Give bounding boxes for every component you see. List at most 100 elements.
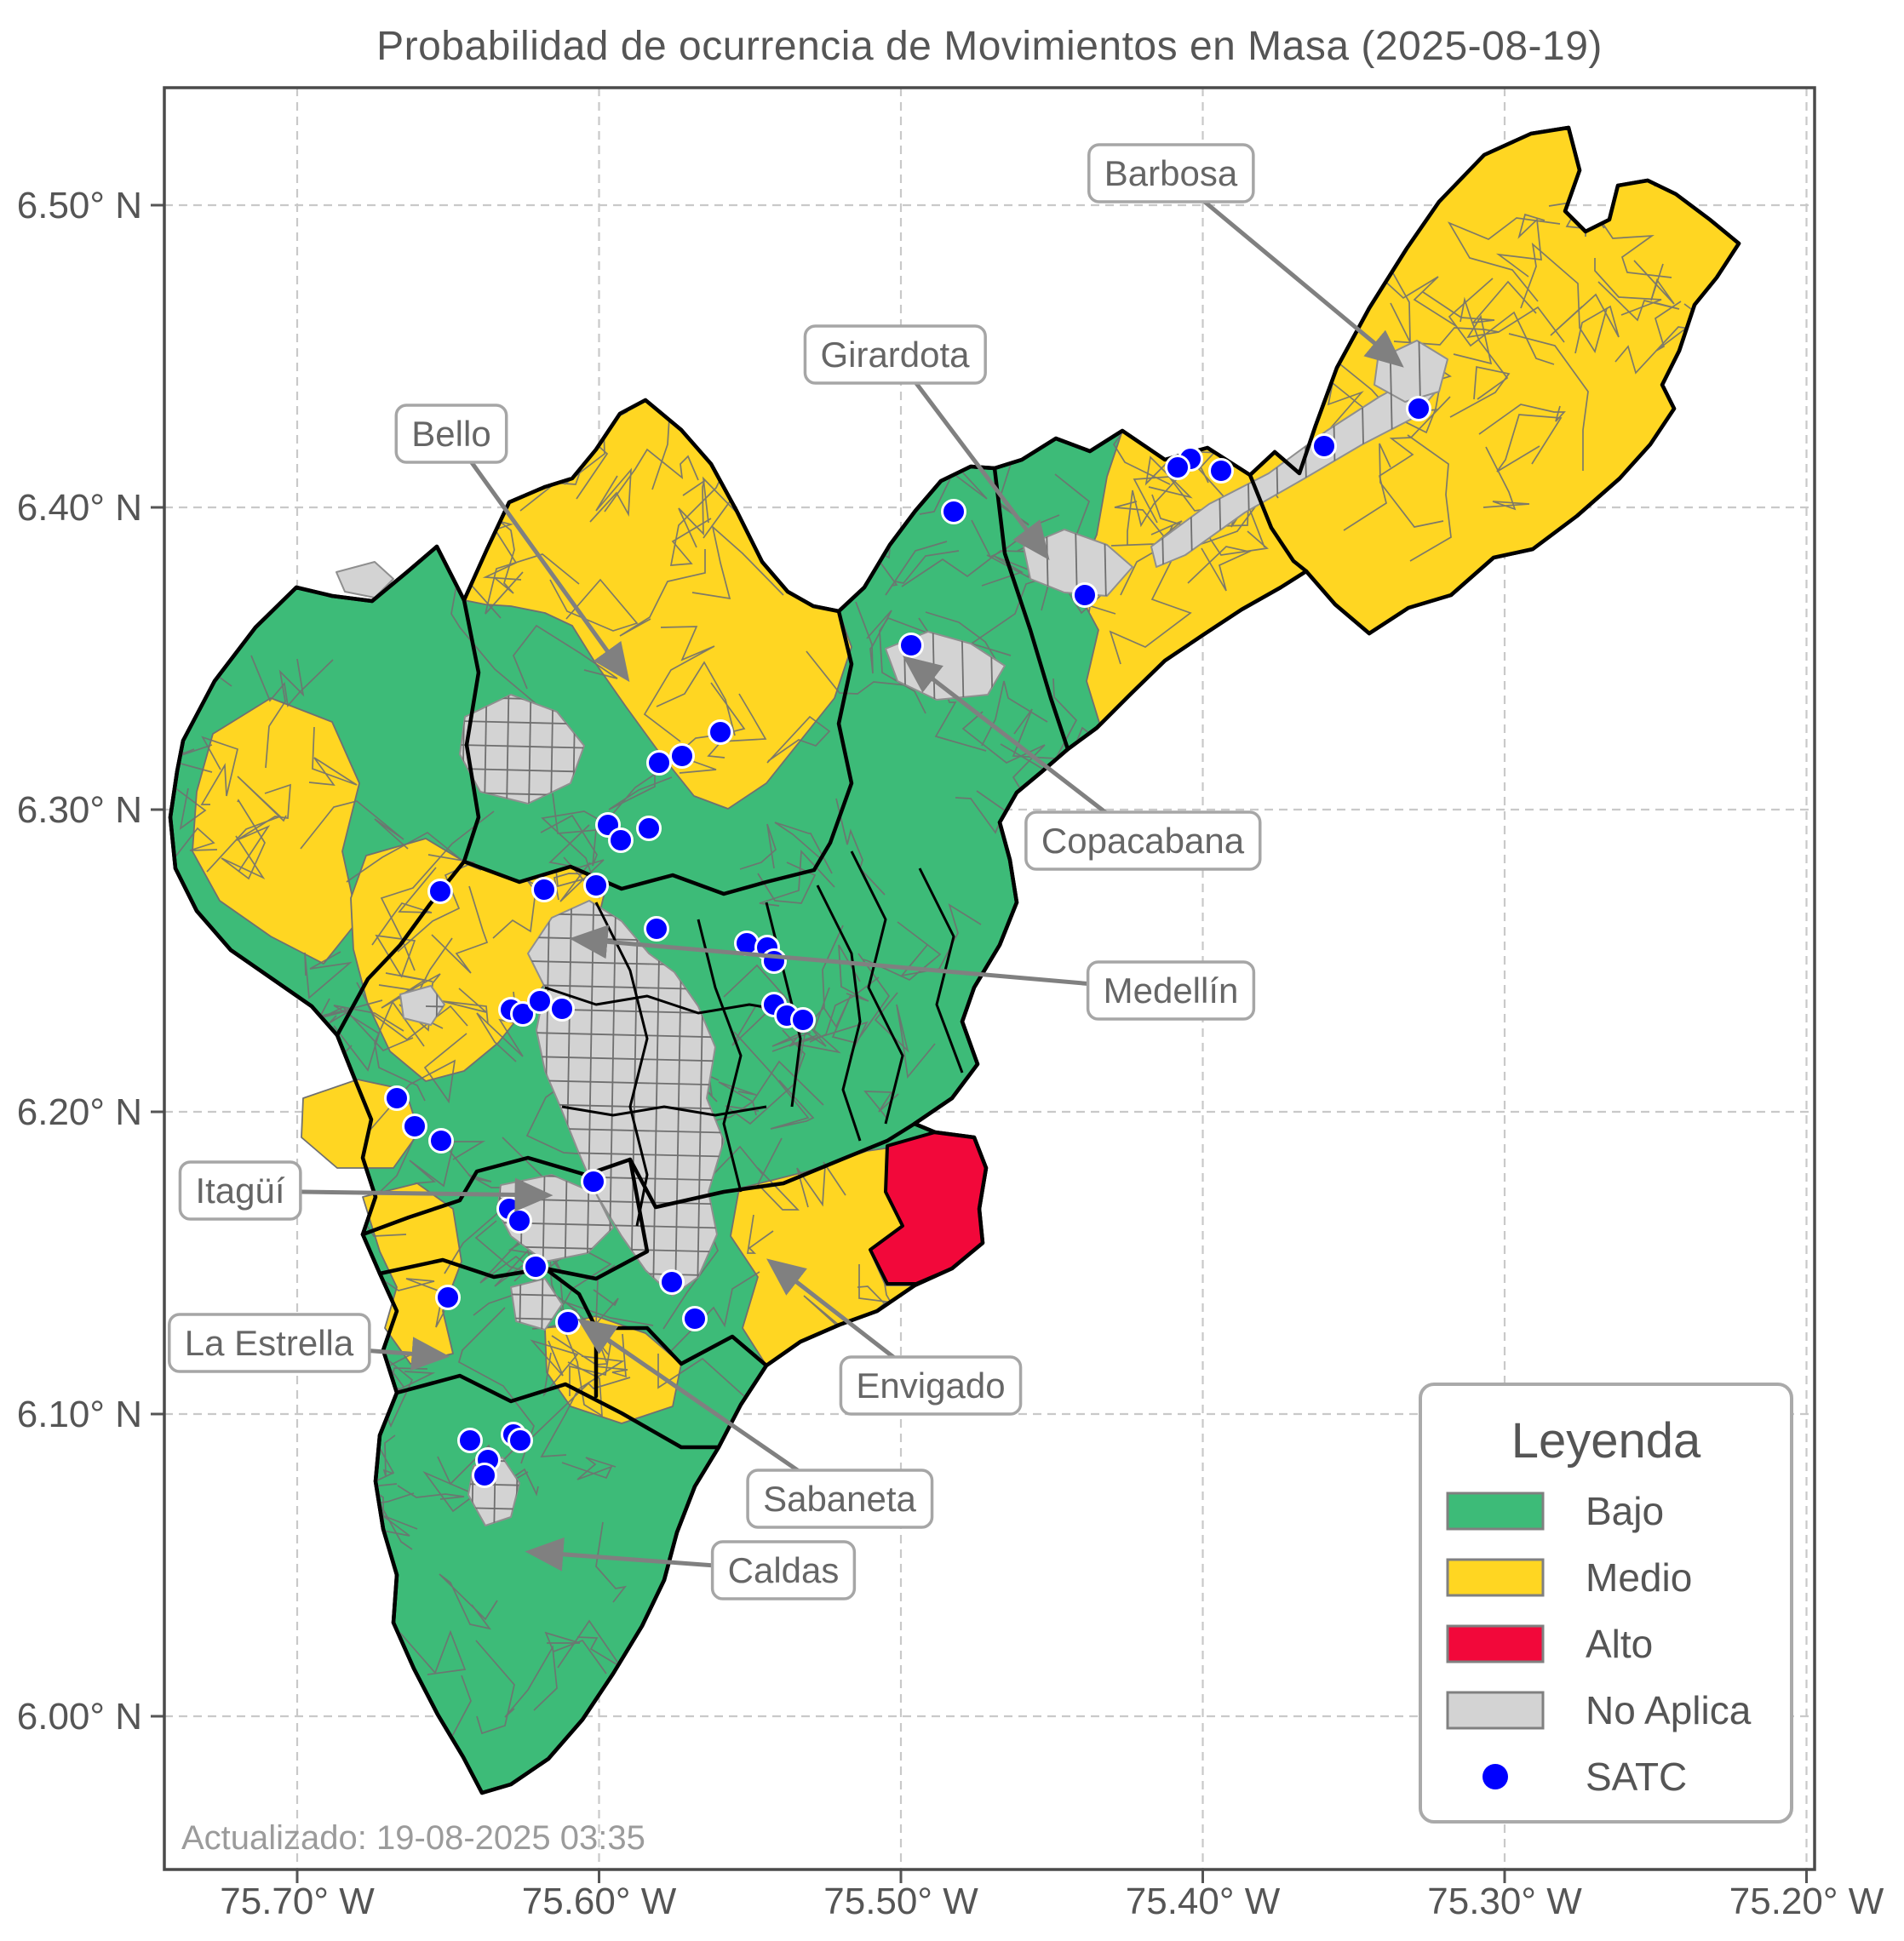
satc-point — [682, 1306, 708, 1331]
figure-title: Probabilidad de ocurrencia de Movimiento… — [376, 24, 1603, 69]
callout-label-text: Copacabana — [1041, 821, 1245, 861]
vereda-line — [739, 823, 777, 870]
satc-point — [898, 633, 924, 658]
border-girardota-barbosa — [1247, 472, 1309, 574]
vereda-line — [961, 711, 1046, 802]
callout-envigado: Envigado — [839, 1355, 1023, 1416]
callout-arrow-medellín — [569, 925, 1172, 993]
legend-swatch — [1446, 1492, 1545, 1531]
vereda-line — [431, 885, 489, 974]
vereda-line — [589, 467, 632, 523]
legend-item-label: SATC — [1586, 1755, 1687, 1799]
vereda-line — [300, 800, 409, 850]
satc-point — [659, 1269, 685, 1295]
vereda-line — [544, 1631, 607, 1675]
legend-item-satc: SATC — [1482, 1755, 1687, 1799]
vereda-line — [1550, 293, 1620, 354]
callout-arrow-bello — [449, 432, 630, 683]
vereda-line — [1508, 333, 1589, 471]
vereda-line — [718, 1081, 757, 1116]
callout-label-box — [803, 324, 987, 385]
satc-point — [608, 827, 634, 853]
vereda-line — [1496, 414, 1563, 472]
vereda-line — [863, 921, 942, 981]
vereda-line — [1453, 314, 1500, 365]
satc-point — [941, 499, 966, 524]
satc-points-layer — [384, 396, 1431, 1488]
satc-point — [555, 1309, 581, 1335]
vereda-line — [863, 1091, 899, 1119]
vereda-line — [409, 1141, 486, 1188]
vereda-line — [528, 1377, 631, 1441]
vereda-line — [170, 718, 186, 755]
vereda-line — [308, 726, 358, 787]
updated-timestamp: Actualizado: 19-08-2025 03:35 — [181, 1819, 645, 1857]
urban-la-estrella — [510, 1278, 563, 1331]
x-tick-label: 75.50° W — [823, 1881, 978, 1922]
legend-item-bajo: Bajo — [1446, 1489, 1664, 1533]
callout-label-boxes: Barbosa Girardota Bello Copacabana Medellín I… — [168, 143, 1262, 1600]
vereda-line — [1482, 446, 1530, 511]
vereda-line — [557, 1619, 622, 1669]
satc-point — [1311, 433, 1337, 459]
vereda-line — [874, 992, 936, 1079]
vereda-line — [439, 1573, 498, 1630]
vereda-line — [619, 549, 706, 637]
satc-point — [472, 1463, 497, 1488]
vereda-line — [1460, 296, 1509, 400]
callout-label-box — [746, 1469, 934, 1529]
vereda-line — [1407, 434, 1452, 562]
callout-label-text: La Estrella — [185, 1323, 354, 1363]
y-tick-label: 6.50° N — [17, 185, 142, 226]
legend-item-medio: Medio — [1446, 1555, 1692, 1600]
vereda-line — [236, 783, 291, 873]
vereda-line — [669, 466, 727, 566]
border-medellin-north — [462, 859, 817, 896]
vereda-line — [250, 655, 334, 707]
municipal-borders — [335, 466, 1309, 1450]
vereda-line — [838, 944, 869, 1002]
vereda-line — [333, 1005, 404, 1072]
callout-label-text: Medellín — [1104, 970, 1239, 1011]
satc-point — [507, 1208, 532, 1234]
vereda-line — [1448, 278, 1555, 365]
callout-label-box — [1086, 960, 1256, 1021]
vereda-line — [376, 1275, 445, 1328]
vereda-line — [1109, 553, 1192, 665]
callout-label-text: Itagüí — [195, 1171, 284, 1211]
vereda-line — [678, 478, 706, 548]
x-tick-label: 75.30° W — [1427, 1881, 1582, 1922]
vereda-line — [549, 578, 639, 632]
vereda-line — [1187, 546, 1252, 592]
vereda-line — [604, 448, 699, 512]
satc-point — [790, 1007, 816, 1033]
satc-point — [644, 916, 669, 942]
legend-swatch — [1446, 1691, 1545, 1730]
vereda-line — [733, 1031, 815, 1130]
vereda-line — [1422, 280, 1537, 324]
satc-point — [583, 873, 609, 898]
vereda-line — [1447, 217, 1561, 302]
callout-sabaneta: Sabaneta — [746, 1469, 934, 1529]
vereda-line — [397, 1485, 465, 1500]
callout-label-text: Caldas — [728, 1550, 840, 1590]
callout-arrow-barbosa — [1169, 172, 1404, 368]
vereda-line — [1382, 276, 1457, 327]
x-tick-label: 75.70° W — [220, 1881, 375, 1922]
satc-point — [1208, 458, 1234, 484]
vereda-line — [540, 1355, 625, 1457]
x-tick-label: 75.20° W — [1729, 1881, 1884, 1922]
vereda-line — [530, 1339, 579, 1397]
border-envigado-south — [679, 1334, 769, 1368]
legend-item-label: Alto — [1586, 1622, 1653, 1666]
vereda-line — [823, 953, 891, 1044]
callout-la-estrella: La Estrella — [168, 1313, 371, 1373]
vereda-line — [806, 650, 908, 695]
satc-point — [1165, 455, 1190, 480]
callout-label-text: Envigado — [856, 1366, 1005, 1406]
legend: Leyenda Bajo Medio Alto No Aplica SATC — [1419, 1383, 1793, 1824]
callout-label-text: Bello — [411, 414, 490, 454]
satc-point — [636, 816, 662, 841]
callout-bello: Bello — [394, 404, 508, 464]
satc-point — [531, 877, 557, 902]
